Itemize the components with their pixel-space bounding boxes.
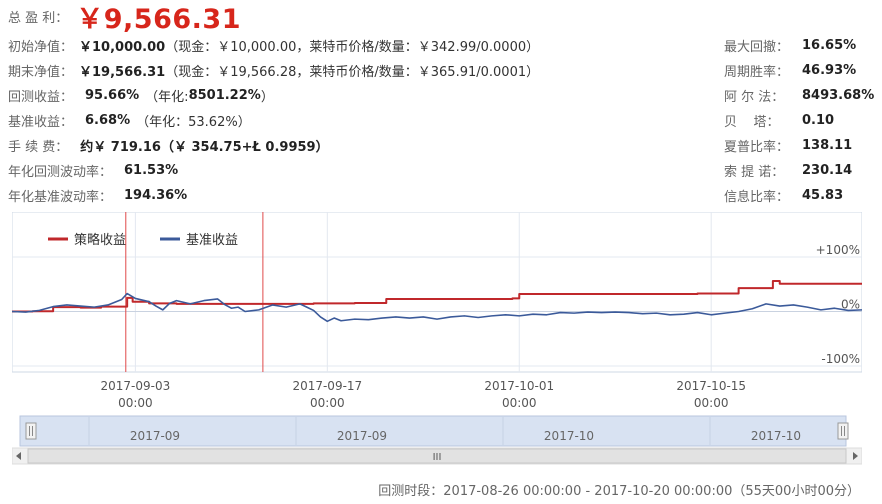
initial-value: ￥10,000.00 bbox=[79, 39, 166, 55]
metric-row: 信息比率： 45.83 bbox=[724, 184, 843, 206]
x-tick-label: 2017-10-15 bbox=[676, 379, 746, 393]
metric-row: 贝 塔： 0.10 bbox=[724, 109, 834, 131]
legend[interactable]: 策略收益 基准收益 bbox=[48, 232, 238, 248]
return-row: 回测收益： 95.66% （年化: 8501.22% ） bbox=[8, 84, 274, 106]
x-tick-time-label: 00:00 bbox=[502, 396, 537, 410]
metric-label: 贝 塔： bbox=[724, 114, 780, 130]
x-axis-ticks: 2017-09-03 00:00 2017-09-17 00:00 2017-10-01… bbox=[101, 379, 747, 410]
navigator-month-label: 2017-10 bbox=[544, 429, 594, 443]
x-tick-time-label: 00:00 bbox=[118, 396, 153, 410]
metric-label: 最大回撤： bbox=[724, 39, 790, 55]
navigator-month-label: 2017-09 bbox=[337, 429, 387, 443]
legend-item-label[interactable]: 策略收益 bbox=[74, 232, 126, 248]
returns-chart[interactable]: +100% 0% -100% 2017-09-03 00:00 2017-09-17 00… bbox=[11, 211, 863, 412]
initial-label: 初始净值： bbox=[8, 39, 74, 55]
backtest-period: 回测时段：2017-08-26 00:00:00 - 2017-10-20 00… bbox=[378, 484, 860, 499]
return-annual-prefix: （年化: bbox=[145, 89, 189, 105]
scroll-left-arrow-icon[interactable] bbox=[16, 452, 21, 460]
total-profit-row: 总 盈 利： ￥9,566.31 bbox=[8, 0, 241, 35]
series-line-benchmark bbox=[11, 292, 863, 323]
final-label: 期末净值： bbox=[8, 64, 74, 80]
x-tick-label: 2017-09-03 bbox=[101, 379, 171, 393]
metric-value: 230.14 bbox=[802, 162, 853, 178]
scrollbar-thumb[interactable] bbox=[27, 448, 847, 464]
fee-value: 约￥ 719.16（￥ 354.75+Ł 0.9959） bbox=[80, 139, 329, 155]
navigator-month-labels: 2017-09 2017-09 2017-10 2017-10 bbox=[130, 429, 801, 443]
metric-row: 阿 尔 法： 8493.68% bbox=[724, 84, 874, 106]
scroll-right-arrow-icon[interactable] bbox=[853, 452, 858, 460]
return-value: 95.66% bbox=[85, 87, 140, 103]
x-tick-time-label: 00:00 bbox=[694, 396, 729, 410]
metric-label: 信息比率： bbox=[724, 189, 790, 205]
metric-value: 46.93% bbox=[802, 62, 857, 78]
return-annual-suffix: ） bbox=[260, 89, 274, 105]
legend-item-label[interactable]: 基准收益 bbox=[186, 233, 238, 248]
metric-label: 阿 尔 法： bbox=[724, 89, 785, 105]
navigator-svg[interactable]: 2017-09 2017-09 2017-10 2017-10 III bbox=[11, 414, 863, 466]
final-row: 期末净值： ￥19,566.31 （现金：￥19,566.28，莱特币价格/数量… bbox=[8, 59, 539, 81]
metric-value: 8493.68% bbox=[802, 87, 875, 103]
navigator-right-handle[interactable] bbox=[837, 422, 849, 440]
navigator-grid bbox=[88, 417, 711, 445]
metric-value: 0.10 bbox=[802, 112, 835, 128]
fee-row: 手 续 费： 约￥ 719.16（￥ 354.75+Ł 0.9959） bbox=[8, 134, 329, 156]
total-profit-label: 总 盈 利： bbox=[8, 10, 69, 26]
y-tick-label: +100% bbox=[816, 243, 860, 257]
initial-row: 初始净值： ￥10,000.00 （现金：￥10,000.00，莱特币价格/数量… bbox=[8, 34, 539, 56]
metric-label: 夏普比率： bbox=[724, 139, 790, 155]
grid-lines bbox=[134, 212, 712, 372]
bench-vol-label: 年化基准波动率： bbox=[8, 189, 113, 205]
metric-value: 138.11 bbox=[802, 137, 853, 153]
vol-row: 年化回测波动率： 61.53% bbox=[8, 159, 178, 181]
metric-row: 周期胜率： 46.93% bbox=[724, 59, 856, 81]
navigator-month-label: 2017-09 bbox=[130, 429, 180, 443]
navigator-selected-range[interactable] bbox=[19, 415, 847, 447]
plot-frame bbox=[11, 211, 863, 373]
y-tick-label: -100% bbox=[821, 352, 860, 366]
bench-annual: （年化：53.62%） bbox=[136, 114, 251, 130]
navigator-month-label: 2017-10 bbox=[751, 429, 801, 443]
metric-row: 最大回撤： 16.65% bbox=[724, 34, 856, 56]
metric-value: 16.65% bbox=[802, 37, 857, 53]
series-group bbox=[11, 279, 863, 323]
range-navigator[interactable]: 2017-09 2017-09 2017-10 2017-10 III bbox=[11, 414, 863, 466]
initial-detail: （现金：￥10,000.00，莱特币价格/数量：￥342.99/0.0000） bbox=[165, 39, 540, 55]
stats-panel: 总 盈 利： ￥9,566.31 初始净值： ￥10,000.00 （现金：￥1… bbox=[0, 0, 882, 210]
final-detail: （现金：￥19,566.28，莱特币价格/数量：￥365.91/0.0001） bbox=[165, 64, 540, 80]
x-tick-label: 2017-09-17 bbox=[292, 379, 362, 393]
y-tick-label: 0% bbox=[841, 298, 860, 312]
scrollbar-grip-icon: III bbox=[433, 452, 442, 463]
fee-label: 手 续 费： bbox=[8, 139, 69, 155]
return-label: 回测收益： bbox=[8, 89, 74, 105]
bench-row: 基准收益： 6.68% （年化：53.62%） bbox=[8, 109, 251, 131]
metric-row: 索 提 诺： 230.14 bbox=[724, 159, 852, 181]
metric-label: 索 提 诺： bbox=[724, 164, 785, 180]
x-tick-label: 2017-10-01 bbox=[484, 379, 554, 393]
vol-label: 年化回测波动率： bbox=[8, 164, 113, 180]
bench-label: 基准收益： bbox=[8, 114, 74, 130]
metric-value: 45.83 bbox=[802, 187, 844, 203]
bench-value: 6.68% bbox=[85, 112, 131, 128]
final-value: ￥19,566.31 bbox=[79, 64, 166, 80]
total-profit-value: ￥9,566.31 bbox=[76, 3, 241, 35]
grid-lines-h bbox=[12, 256, 862, 367]
y-axis-ticks: +100% 0% -100% bbox=[816, 243, 860, 366]
bench-vol-value: 194.36% bbox=[124, 187, 188, 203]
x-tick-time-label: 00:00 bbox=[310, 396, 345, 410]
metric-row: 夏普比率： 138.11 bbox=[724, 134, 852, 156]
returns-chart-svg[interactable]: +100% 0% -100% 2017-09-03 00:00 2017-09-17 00… bbox=[11, 211, 863, 412]
return-annual-value: 8501.22% bbox=[188, 87, 261, 103]
trade-markers bbox=[125, 212, 264, 372]
vol-value: 61.53% bbox=[124, 162, 179, 178]
navigator-left-handle[interactable] bbox=[25, 422, 37, 440]
bench-vol-row: 年化基准波动率： 194.36% bbox=[8, 184, 187, 206]
metric-label: 周期胜率： bbox=[724, 64, 790, 80]
